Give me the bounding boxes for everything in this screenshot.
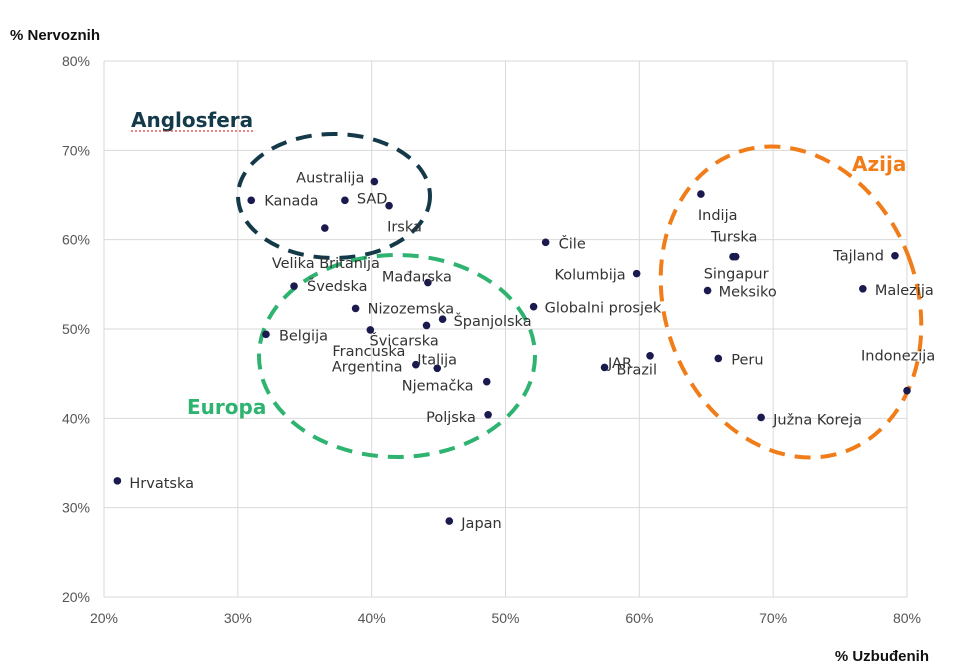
point-label-indonezija: Indonezija xyxy=(861,349,935,365)
point-label-indija: Indija xyxy=(698,208,738,224)
point-label-globalni-prosjek: Globalni prosjek xyxy=(545,301,662,317)
point-label-hrvatska: Hrvatska xyxy=(129,476,194,492)
point-label-peru: Peru xyxy=(731,352,763,368)
y-tick-label: 30% xyxy=(62,500,90,516)
y-tick-label: 80% xyxy=(62,53,90,69)
point-južna-koreja xyxy=(757,413,765,422)
point-label-brazil: Brazil xyxy=(617,362,657,378)
y-axis-title: % Nervoznih xyxy=(10,27,100,44)
anglosfera-ellipse xyxy=(236,132,432,260)
point-label-poljska: Poljska xyxy=(426,410,476,426)
point-španjolska xyxy=(438,315,447,323)
x-tick-label: 30% xyxy=(224,610,252,626)
x-tick-label: 20% xyxy=(90,610,118,626)
data-points: Hrvatska Japan Kanada Australija SAD Irska Vel… xyxy=(113,171,935,532)
point-label-belgija: Belgija xyxy=(279,328,328,344)
point-singapur xyxy=(731,252,740,261)
azija-ellipse xyxy=(658,144,924,460)
y-tick-label: 40% xyxy=(62,410,90,426)
x-tick-label: 70% xyxy=(759,610,787,626)
point-italija xyxy=(433,364,442,373)
point-sad xyxy=(341,196,349,205)
point-jar xyxy=(646,352,654,360)
point-velika-britanija xyxy=(321,224,329,232)
point-hrvatska xyxy=(113,477,122,485)
point-indija xyxy=(697,190,705,198)
x-axis-title: % Uzbuđenih xyxy=(835,648,929,665)
point-label-nizozemska: Nizozemska xyxy=(368,301,455,317)
point-čile xyxy=(541,238,550,247)
point-label-francuska: Francuska xyxy=(332,344,405,360)
point-label-švicarska: Švicarska xyxy=(370,331,439,349)
y-tick-label: 60% xyxy=(62,232,90,248)
point-label-australija: Australija xyxy=(296,171,364,187)
point-label-singapur: Singapur xyxy=(704,267,769,283)
x-tick-label: 80% xyxy=(893,610,921,626)
point-švicarska xyxy=(422,321,431,330)
point-mađarska xyxy=(424,278,432,287)
point-label-španjolska: Španjolska xyxy=(454,312,532,330)
point-label-malezija: Malezija xyxy=(875,283,934,299)
grid xyxy=(103,60,908,598)
x-tick-label: 60% xyxy=(625,610,653,626)
point-francuska xyxy=(366,326,375,334)
point-brazil xyxy=(600,363,609,372)
point-label-sad: SAD xyxy=(357,191,388,207)
y-tick-label: 50% xyxy=(62,321,90,337)
point-malezija xyxy=(859,285,867,293)
point-label-japan: Japan xyxy=(460,516,501,532)
point-globalni-prosjek xyxy=(529,302,538,311)
x-tick-label: 40% xyxy=(358,610,386,626)
point-label-argentina: Argentina xyxy=(332,360,403,376)
point-label-kolumbija: Kolumbija xyxy=(555,268,626,284)
point-indonezija xyxy=(903,386,911,395)
x-tick-label: 50% xyxy=(491,610,519,626)
point-label-meksiko: Meksiko xyxy=(719,285,777,301)
point-njemačka xyxy=(482,377,491,386)
point-label-irska: Irska xyxy=(387,220,422,236)
point-australija xyxy=(370,177,379,186)
point-label-tajland: Tajland xyxy=(832,249,884,265)
europa-label: Europa xyxy=(187,395,266,419)
point-švedska xyxy=(290,282,298,290)
point-label-njemačka: Njemačka xyxy=(402,379,474,395)
x-axis-ticks: 20% 30% 40% 50% 60% 70% 80% xyxy=(90,610,921,626)
point-label-jar: JAR xyxy=(607,356,632,372)
anglosfera-label: Anglosfera xyxy=(131,108,253,132)
point-label-velika-britanija: Velika Britanija xyxy=(272,256,380,272)
point-label-švedska: Švedska xyxy=(307,277,368,295)
point-label-čile: Čile xyxy=(559,234,586,252)
point-tajland xyxy=(891,251,899,260)
point-nizozemska xyxy=(351,304,360,313)
point-label-italija: Italija xyxy=(417,352,457,368)
point-label-južna-koreja: Južna Koreja xyxy=(772,412,862,428)
point-kolumbija xyxy=(632,269,641,278)
point-peru xyxy=(714,354,723,363)
point-belgija xyxy=(262,330,270,339)
europa-ellipse xyxy=(257,253,537,459)
y-tick-label: 20% xyxy=(62,589,90,605)
point-label-mađarska: Mađarska xyxy=(382,270,452,286)
point-argentina xyxy=(412,360,420,369)
point-irska xyxy=(385,201,393,210)
y-tick-label: 70% xyxy=(62,142,90,158)
point-label-kanada: Kanada xyxy=(264,193,318,209)
point-label-turska: Turska xyxy=(710,230,757,246)
azija-label: Azija xyxy=(852,152,906,176)
y-axis-ticks: 20% 30% 40% 50% 60% 70% 80% xyxy=(62,53,90,605)
point-meksiko xyxy=(703,286,712,295)
group-outlines xyxy=(236,132,924,460)
point-kanada xyxy=(247,196,256,205)
point-japan xyxy=(445,517,454,525)
point-poljska xyxy=(484,410,492,419)
